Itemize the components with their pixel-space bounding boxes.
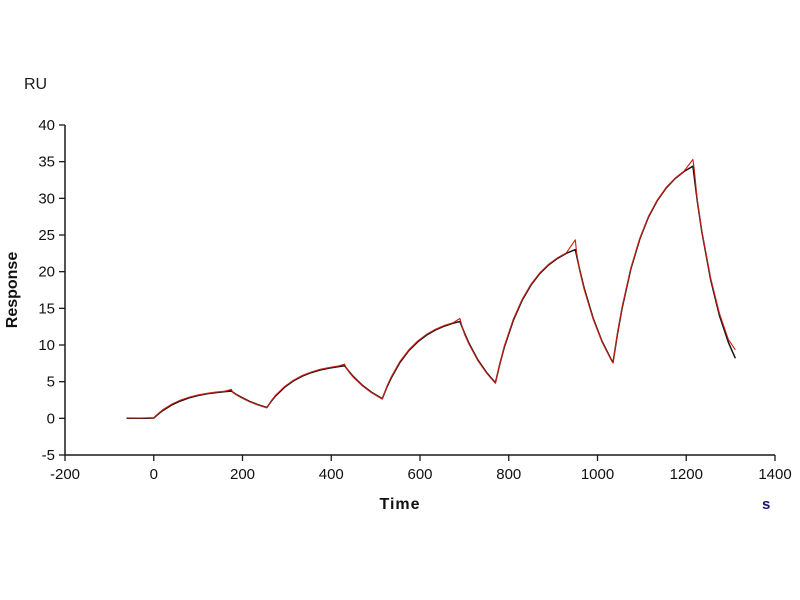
y-tick-label: 10: [38, 337, 55, 354]
x-tick-label: 600: [407, 466, 432, 483]
x-tick-label: 1400: [758, 466, 791, 483]
y-axis-title: Response: [4, 251, 21, 329]
y-tick-label: 30: [38, 190, 55, 207]
y-tick-label: -5: [42, 447, 55, 464]
x-tick-label: 200: [230, 466, 255, 483]
x-tick-label: 800: [496, 466, 521, 483]
y-axis-unit-label: RU: [24, 76, 48, 93]
x-tick-label: -200: [50, 466, 80, 483]
x-tick-label: 1200: [670, 466, 703, 483]
x-axis-ticks: -200 0 200 400 600 800 1000 1200 1400: [50, 455, 792, 483]
x-tick-label: 0: [150, 466, 158, 483]
y-tick-label: 0: [47, 410, 55, 427]
x-axis-title: Time: [379, 496, 421, 513]
y-tick-label: 25: [38, 227, 55, 244]
x-tick-label: 400: [319, 466, 344, 483]
x-tick-label: 1000: [581, 466, 614, 483]
y-tick-label: 40: [38, 117, 55, 134]
x-axis-unit-label: s: [762, 496, 771, 513]
y-tick-label: 20: [38, 264, 55, 281]
series-fit-line: [126, 158, 736, 419]
y-axis-ticks: -5 0 5 10 15 20 25 30 35 40: [38, 117, 65, 464]
series-measured-line: [126, 165, 736, 420]
y-tick-label: 35: [38, 154, 55, 171]
y-tick-label: 15: [38, 300, 55, 317]
y-tick-label: 5: [47, 374, 55, 391]
